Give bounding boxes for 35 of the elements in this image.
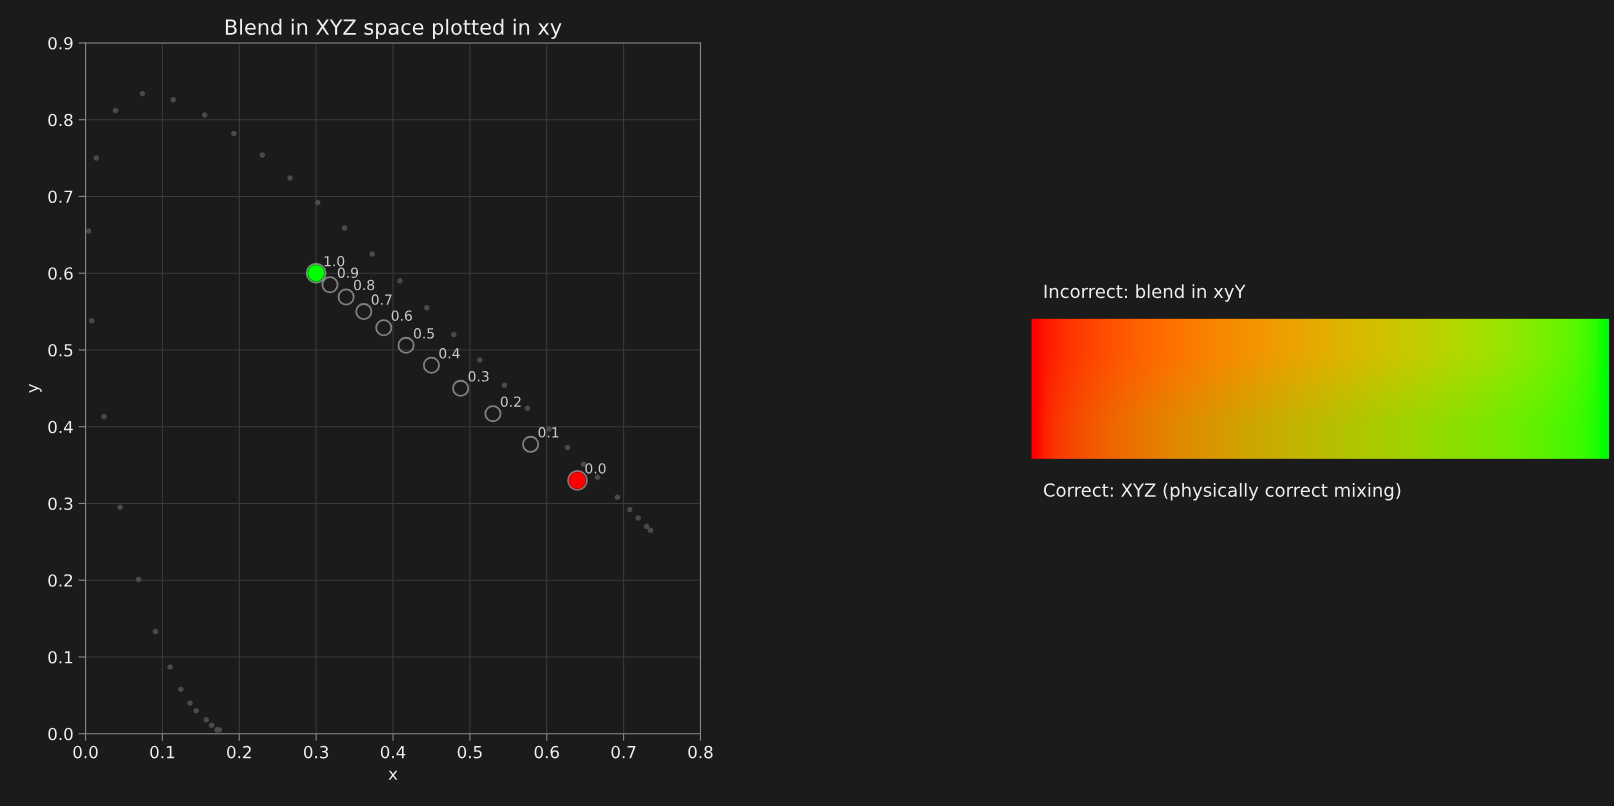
text: Correct: XYZ (physically correct mixing) (1043, 482, 1401, 501)
annotation: 0.1 (538, 427, 559, 438)
annotation: 0.5 (413, 328, 434, 339)
chart-title: Blend in XYZ space plotted in xy (225, 18, 562, 39)
y-tick-label: 0.0 (48, 727, 73, 741)
x-tick-label: 0.4 (380, 745, 406, 759)
y-tick-label: 0.7 (48, 190, 73, 204)
annotation: 0.2 (500, 396, 521, 407)
x-tick-label: 0.0 (73, 745, 98, 759)
y-tick-label: 0.5 (48, 343, 73, 357)
x-tick-label: 0.1 (150, 745, 175, 759)
x-tick-label: 0.8 (688, 745, 713, 759)
x-tick-label: 0.6 (534, 745, 559, 759)
y-tick-label: 0.4 (48, 420, 73, 434)
annotation: 0.7 (371, 294, 392, 305)
annotation: 0.4 (439, 348, 460, 359)
y-tick-label: 0.6 (48, 267, 73, 280)
annotation: 0.0 (585, 463, 606, 474)
annotation: 0.6 (391, 310, 412, 321)
x-tick-label: 0.5 (457, 745, 482, 759)
annotation: 1.0 (324, 255, 345, 267)
y-tick-label: 0.3 (48, 497, 73, 511)
y-tick-label: 0.2 (48, 574, 73, 587)
x-axis-title: x (388, 770, 398, 780)
y-tick-label: 0.1 (48, 650, 73, 664)
annotation: 0.8 (353, 279, 375, 291)
y-tick-label: 0.9 (48, 36, 73, 50)
y-tick-label: 0.8 (48, 113, 73, 127)
x-tick-label: 0.3 (303, 745, 329, 759)
annotation: 0.9 (337, 267, 359, 278)
x-tick-label: 0.2 (227, 745, 251, 759)
x-tick-label: 0.7 (611, 745, 636, 759)
text: Incorrect: blend in xyY (1044, 284, 1246, 302)
y-axis-title: y (29, 383, 42, 393)
annotation: 0.3 (468, 371, 489, 382)
